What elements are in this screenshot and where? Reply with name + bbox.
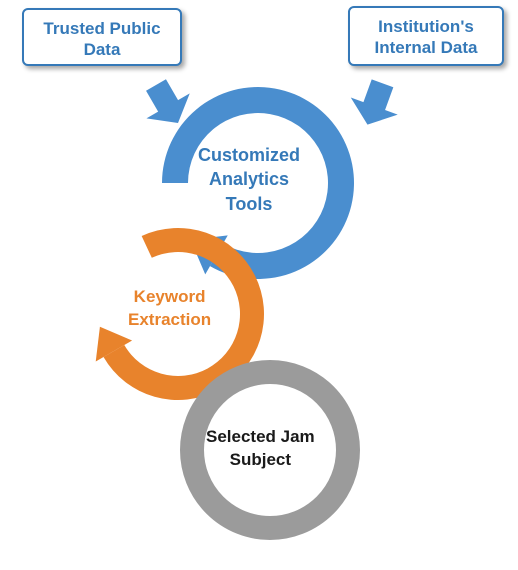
ring-label-analytics: CustomizedAnalyticsTools [198,143,300,216]
diagram-svg [0,0,518,570]
ring-label-subject: Selected JamSubject [206,426,315,472]
ring-label-keyword: KeywordExtraction [128,286,211,332]
